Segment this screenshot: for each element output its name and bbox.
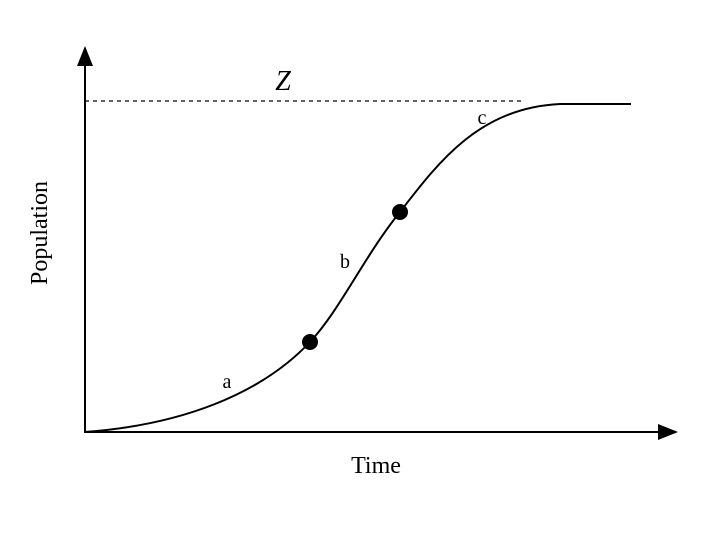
x-axis-label: Time — [351, 453, 401, 479]
phase-label: c — [478, 107, 487, 129]
growth-curve — [84, 103, 631, 433]
limit-label: Z — [275, 66, 291, 97]
phase-label: a — [223, 371, 232, 393]
curve-point — [302, 334, 318, 350]
phase-label: b — [340, 251, 350, 273]
y-axis-label: Population — [27, 181, 53, 285]
curve-point — [392, 204, 408, 220]
